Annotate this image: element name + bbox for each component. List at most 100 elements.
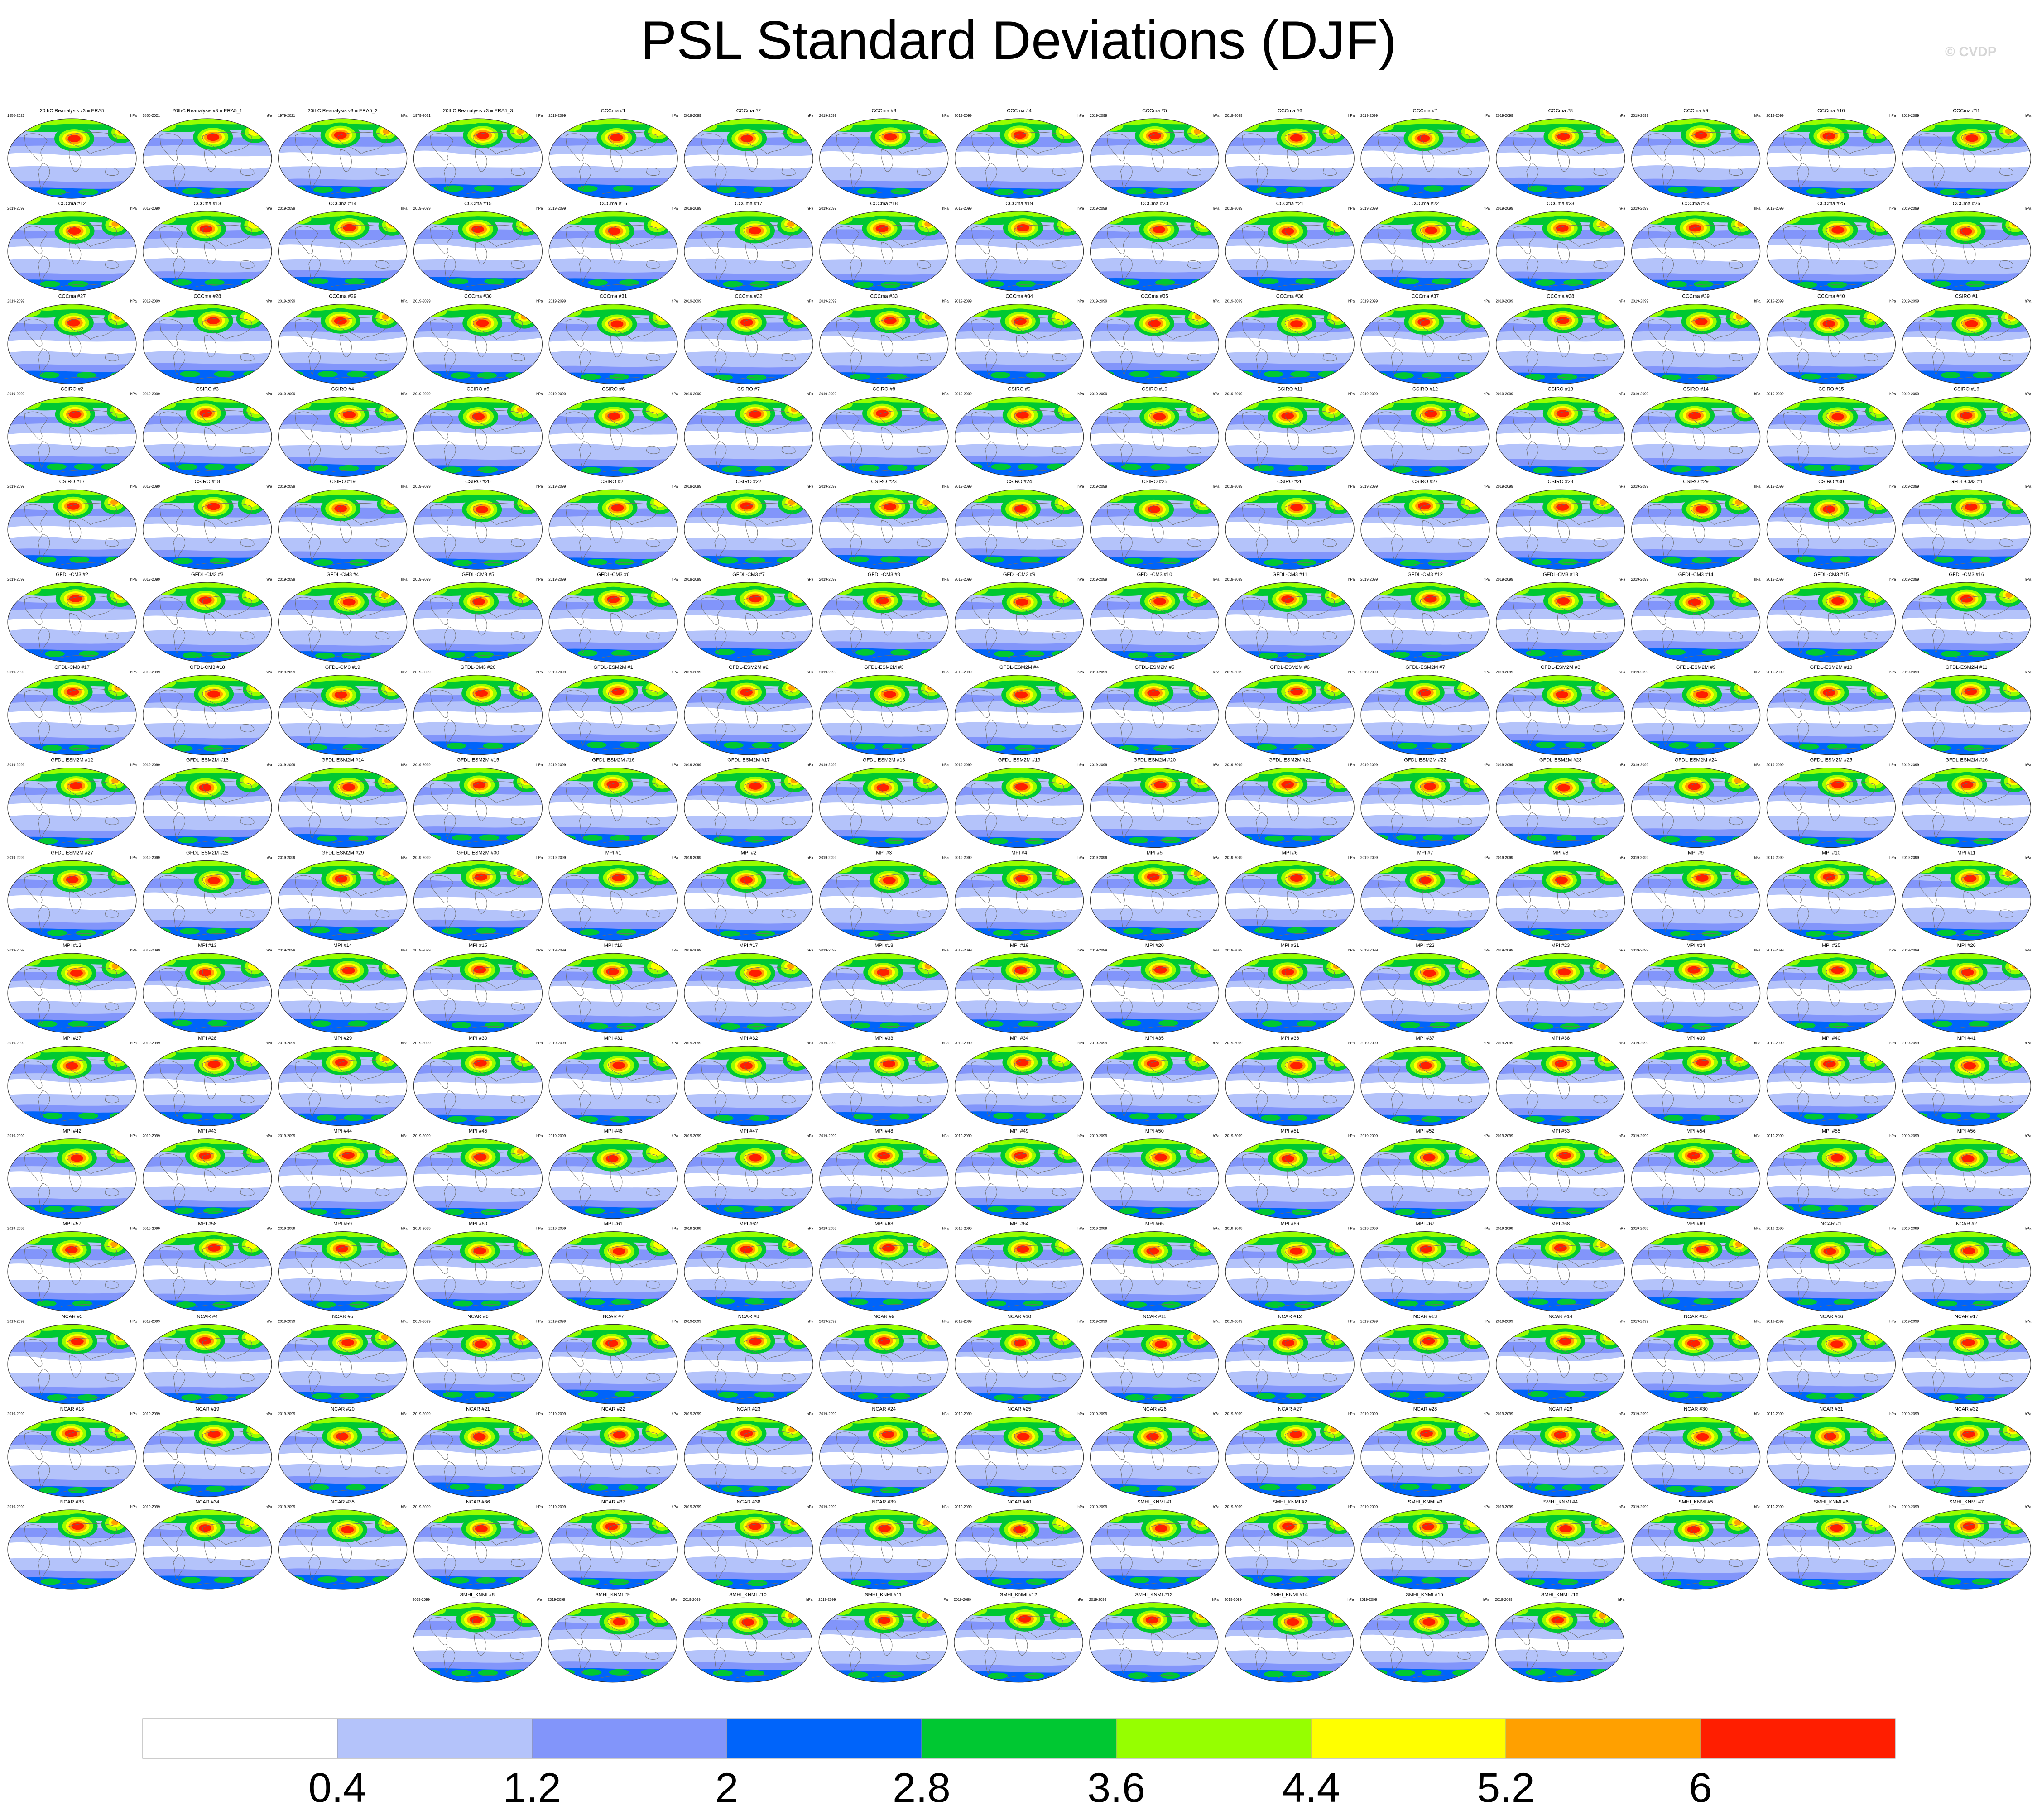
panel-title: CCCma #12 (58, 201, 86, 206)
map-panel: MPI #34 2019-2099 hPa (955, 1036, 1084, 1126)
map-outline (1225, 118, 1355, 199)
panel-years: 2019-2099 (684, 392, 701, 396)
panel-years: 2019-2099 (1766, 1041, 1784, 1045)
panel-years: 2019-2099 (1902, 577, 1919, 581)
map-outline (955, 118, 1084, 199)
map-outline (413, 303, 543, 384)
map-outline (1225, 1046, 1355, 1126)
panel-units: hPa (1077, 485, 1084, 489)
panel-units: hPa (1348, 392, 1355, 396)
panel-title: CCCma #38 (1547, 294, 1575, 299)
map-outline (1360, 1138, 1490, 1219)
panel-title: MPI #41 (1957, 1036, 1976, 1041)
panel-units: hPa (1213, 577, 1220, 581)
map-outline (413, 767, 543, 848)
panel-years: 2019-2099 (1766, 485, 1784, 489)
panel-title: MPI #27 (63, 1036, 82, 1041)
panel-years: 2019-2099 (7, 577, 25, 581)
map-outline (1496, 118, 1625, 199)
panel-years: 2019-2099 (278, 948, 296, 952)
colorbar-tick-label: 5.2 (1477, 1765, 1535, 1811)
panel-title: GFDL-CM3 #11 (1273, 572, 1307, 577)
map-outline (819, 582, 949, 663)
panel-title: CCCma #37 (1412, 294, 1439, 299)
map-outline (278, 1046, 408, 1126)
panel-units: hPa (130, 1041, 137, 1045)
panel-years: 2019-2099 (684, 485, 701, 489)
panel-units: hPa (1754, 206, 1761, 211)
panel-units: hPa (942, 1134, 949, 1138)
panel-years: 2019-2099 (143, 299, 160, 303)
panel-title: GFDL-ESM2M #7 (1405, 665, 1445, 670)
panel-units: hPa (1213, 392, 1220, 396)
panel-units: hPa (401, 1134, 408, 1138)
panel-units: hPa (536, 206, 543, 211)
map-outline (7, 767, 137, 848)
panel-title: CSIRO #23 (871, 479, 897, 485)
panel-years: 2019-2099 (1631, 114, 1649, 118)
map-outline (819, 118, 949, 199)
panel-units: hPa (1077, 392, 1084, 396)
panel-title: CSIRO #29 (1683, 479, 1708, 485)
panel-units: hPa (1484, 855, 1490, 860)
map-outline (1631, 396, 1761, 477)
panel-years: 2019-2099 (1360, 763, 1378, 767)
panel-units: hPa (266, 392, 273, 396)
panel-years: 2019-2099 (1090, 1041, 1107, 1045)
panel-years: 2019-2099 (1225, 392, 1243, 396)
panel-title: CCCma #39 (1682, 294, 1710, 299)
panel-units: hPa (1754, 948, 1761, 952)
panel-units: hPa (1754, 392, 1761, 396)
map-panel: CSIRO #8 2019-2099 hPa (819, 386, 949, 477)
panel-title: GFDL-ESM2M #8 (1541, 665, 1580, 670)
map-outline (1902, 953, 2031, 1033)
panel-years: 2019-2099 (1902, 670, 1919, 674)
panel-title: MPI #36 (1281, 1036, 1299, 1041)
panel-title: CCCma #22 (1412, 201, 1439, 206)
panel-units: hPa (536, 1134, 543, 1138)
map-outline (1360, 675, 1490, 755)
panel-units: hPa (1484, 670, 1490, 674)
map-outline (955, 303, 1084, 384)
map-outline (143, 860, 272, 941)
panel-title: MPI #26 (1957, 943, 1976, 948)
map-outline (413, 675, 543, 755)
panel-units: hPa (1889, 206, 1896, 211)
panel-years: 2019-2099 (1090, 485, 1107, 489)
map-outline (684, 211, 813, 292)
map-outline (819, 211, 949, 292)
map-panel: GFDL-CM3 #20 2019-2099 hPa (413, 665, 543, 755)
panel-title: CSIRO #6 (602, 386, 625, 392)
panel-units: hPa (672, 577, 678, 581)
panel-units: hPa (1889, 1041, 1896, 1045)
panel-units: hPa (130, 855, 137, 860)
panel-years: 2019-2099 (1225, 670, 1243, 674)
panel-title: CSIRO #22 (736, 479, 761, 485)
panel-title: CSIRO #1 (1955, 294, 1978, 299)
panel-units: hPa (942, 763, 949, 767)
map-panel: CSIRO #28 2019-2099 hPa (1496, 479, 1625, 570)
panel-title: CSIRO #10 (1142, 386, 1167, 392)
panel-title: CSIRO #17 (59, 479, 85, 485)
panel-units: hPa (1348, 855, 1355, 860)
map-panel: GFDL-ESM2M #20 2019-2099 hPa (1090, 758, 1220, 848)
panel-units: hPa (1754, 670, 1761, 674)
map-outline (1631, 1046, 1761, 1126)
panel-title: GFDL-CM3 #12 (1408, 572, 1443, 577)
panel-units: hPa (672, 948, 678, 952)
panel-title: MPI #19 (1010, 943, 1028, 948)
map-outline (1496, 582, 1625, 663)
map-outline (143, 1046, 272, 1126)
map-panel: CSIRO #26 2019-2099 hPa (1225, 479, 1355, 570)
panel-units: hPa (266, 1041, 273, 1045)
panel-units: hPa (942, 299, 949, 303)
panel-title: CSIRO #20 (465, 479, 490, 485)
panel-units: hPa (401, 948, 408, 952)
panel-title: MPI #37 (1416, 1036, 1435, 1041)
panel-years: 2019-2099 (1360, 299, 1378, 303)
panel-units: hPa (672, 485, 678, 489)
panel-units: hPa (1754, 577, 1761, 581)
panel-years: 2019-2099 (548, 485, 566, 489)
panel-units: hPa (1348, 948, 1355, 952)
panel-units: hPa (2025, 948, 2032, 952)
